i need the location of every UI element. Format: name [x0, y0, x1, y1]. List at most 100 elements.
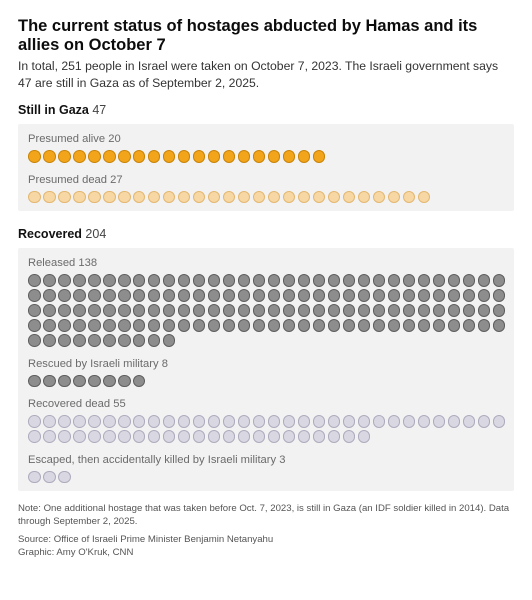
hostage-dot: [42, 274, 56, 287]
hostage-dot: [282, 415, 296, 428]
hostage-dot: [237, 430, 251, 443]
hostage-dot: [462, 289, 476, 302]
hostage-dot: [372, 274, 386, 287]
hostage-dot: [252, 289, 266, 302]
hostage-dot: [312, 289, 326, 302]
hostage-dot: [102, 304, 116, 317]
hostage-dot: [117, 319, 131, 332]
hostage-dot: [177, 415, 191, 428]
hostage-dot: [177, 289, 191, 302]
hostage-dot: [162, 304, 176, 317]
hostage-dot: [237, 274, 251, 287]
hostage-dot: [207, 304, 221, 317]
hostage-dot: [72, 274, 86, 287]
hostage-dot: [357, 319, 371, 332]
hostage-dot: [72, 190, 86, 204]
hostage-dot: [192, 415, 206, 428]
hostage-dot: [477, 304, 491, 317]
intro-text: In total, 251 people in Israel were take…: [18, 59, 499, 90]
hostage-dot: [462, 304, 476, 317]
hostage-dot: [447, 274, 461, 287]
hostage-dot: [402, 289, 416, 302]
hostage-dot: [297, 304, 311, 317]
hostage-dot: [477, 274, 491, 287]
hostage-dot: [162, 274, 176, 287]
hostage-dot: [267, 304, 281, 317]
hostage-dot: [462, 319, 476, 332]
hostage-dot: [177, 274, 191, 287]
hostage-dot: [372, 319, 386, 332]
hostage-dot: [432, 415, 446, 428]
hostage-dot: [132, 289, 146, 302]
hostage-dot: [357, 415, 371, 428]
group-label-presumed-alive: Presumed alive 20: [28, 132, 504, 146]
hostage-dot: [72, 150, 86, 163]
hostage-dot: [132, 274, 146, 287]
hostage-dot: [192, 190, 206, 204]
hostage-dot: [342, 415, 356, 428]
page-title: The current status of hostages abducted …: [18, 17, 478, 54]
hostage-dot: [372, 304, 386, 317]
dots-presumed-alive: [28, 150, 508, 163]
hostage-dot: [87, 304, 101, 317]
hostage-dot: [282, 190, 296, 204]
hostage-dot: [492, 274, 506, 287]
hostage-dot: [297, 190, 311, 204]
hostage-dot: [462, 415, 476, 428]
hostage-dot: [147, 334, 161, 347]
hostage-dot: [222, 274, 236, 287]
hostage-dot: [252, 304, 266, 317]
hostage-dot: [57, 289, 71, 302]
hostage-dot: [177, 319, 191, 332]
hostage-dot: [72, 374, 86, 388]
hostage-dot: [192, 304, 206, 317]
hostage-dot: [162, 334, 176, 347]
hostage-dot: [117, 289, 131, 302]
hostage-dot: [28, 334, 41, 347]
hostage-dot: [267, 274, 281, 287]
hostage-dot: [207, 150, 221, 163]
group-label-recovered-dead: Recovered dead 55: [28, 397, 504, 411]
hostage-dot: [117, 430, 131, 443]
hostage-dot: [192, 289, 206, 302]
hostage-dot: [177, 150, 191, 163]
hostage-dot: [207, 274, 221, 287]
hostage-dot: [417, 289, 431, 302]
hostage-dot: [57, 304, 71, 317]
hostage-dot: [57, 190, 71, 204]
source-line: Source: Office of Israeli Prime Minister…: [18, 534, 274, 546]
hostage-dot: [282, 150, 296, 163]
hostage-dot: [28, 304, 41, 317]
hostage-dot: [87, 334, 101, 347]
hostage-dot: [387, 274, 401, 287]
hostage-dot: [312, 415, 326, 428]
hostage-dot: [207, 415, 221, 428]
hostage-dot: [312, 304, 326, 317]
dots-escaped: [28, 470, 508, 484]
hostage-dot: [72, 430, 86, 443]
hostage-dot: [207, 319, 221, 332]
hostage-dot: [42, 415, 56, 428]
hostage-dot: [102, 289, 116, 302]
hostage-dot: [327, 274, 341, 287]
hostage-dot: [42, 150, 56, 163]
hostage-dot: [342, 430, 356, 443]
hostage-dot: [222, 415, 236, 428]
hostage-dot: [492, 319, 506, 332]
hostage-dot: [132, 319, 146, 332]
hostage-dot: [28, 374, 41, 388]
hostage-dot: [147, 430, 161, 443]
hostage-dot: [87, 150, 101, 163]
hostage-dot: [477, 289, 491, 302]
hostage-dot: [132, 430, 146, 443]
hostage-dot: [147, 415, 161, 428]
hostage-dot: [312, 319, 326, 332]
hostage-dot: [297, 319, 311, 332]
hostage-dot: [237, 289, 251, 302]
hostage-dot: [57, 150, 71, 163]
hostage-dot: [72, 334, 86, 347]
group-presumed-alive-text: Presumed alive: [28, 133, 106, 145]
hostage-dot: [342, 289, 356, 302]
group-rescued-text: Rescued by Israeli military: [28, 357, 159, 370]
hostage-dot: [387, 319, 401, 332]
